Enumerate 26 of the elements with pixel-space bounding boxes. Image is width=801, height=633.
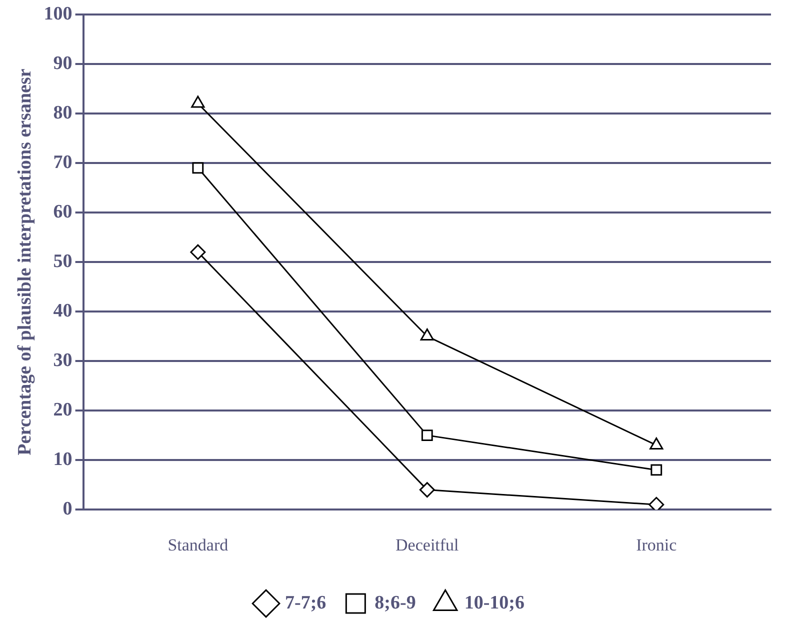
x-tick-label: Standard: [168, 535, 229, 554]
y-tick-label: 80: [53, 102, 72, 124]
point: [420, 328, 434, 341]
legend-label: 10-10;6: [464, 592, 524, 614]
legend-label: 8;6-9: [374, 592, 416, 614]
point: [421, 430, 433, 442]
y-tick-label: 10: [53, 448, 72, 470]
y-tick-label: 100: [44, 3, 72, 24]
y-tick-label: 20: [53, 399, 72, 420]
point: [419, 482, 435, 498]
point: [191, 96, 205, 108]
point: [650, 464, 662, 476]
y-tick-label: 50: [53, 250, 72, 272]
y-tick-label: 60: [53, 201, 72, 222]
y-tick-label: 40: [53, 300, 72, 322]
point: [190, 244, 206, 260]
y-tick-label: 90: [53, 52, 72, 74]
legend-label: 7-7;6: [285, 592, 326, 614]
y-tick-label: 70: [53, 152, 72, 173]
x-tick-label: Deceitful: [396, 535, 460, 554]
x-tick-label: Ironic: [636, 535, 678, 554]
y-tick-label: 30: [53, 350, 72, 371]
y-tick-label: 0: [62, 498, 72, 520]
point: [192, 162, 204, 174]
y-axis-title: Percentage of plausible interpretations ersanesr: [14, 68, 36, 456]
point: [648, 496, 664, 510]
